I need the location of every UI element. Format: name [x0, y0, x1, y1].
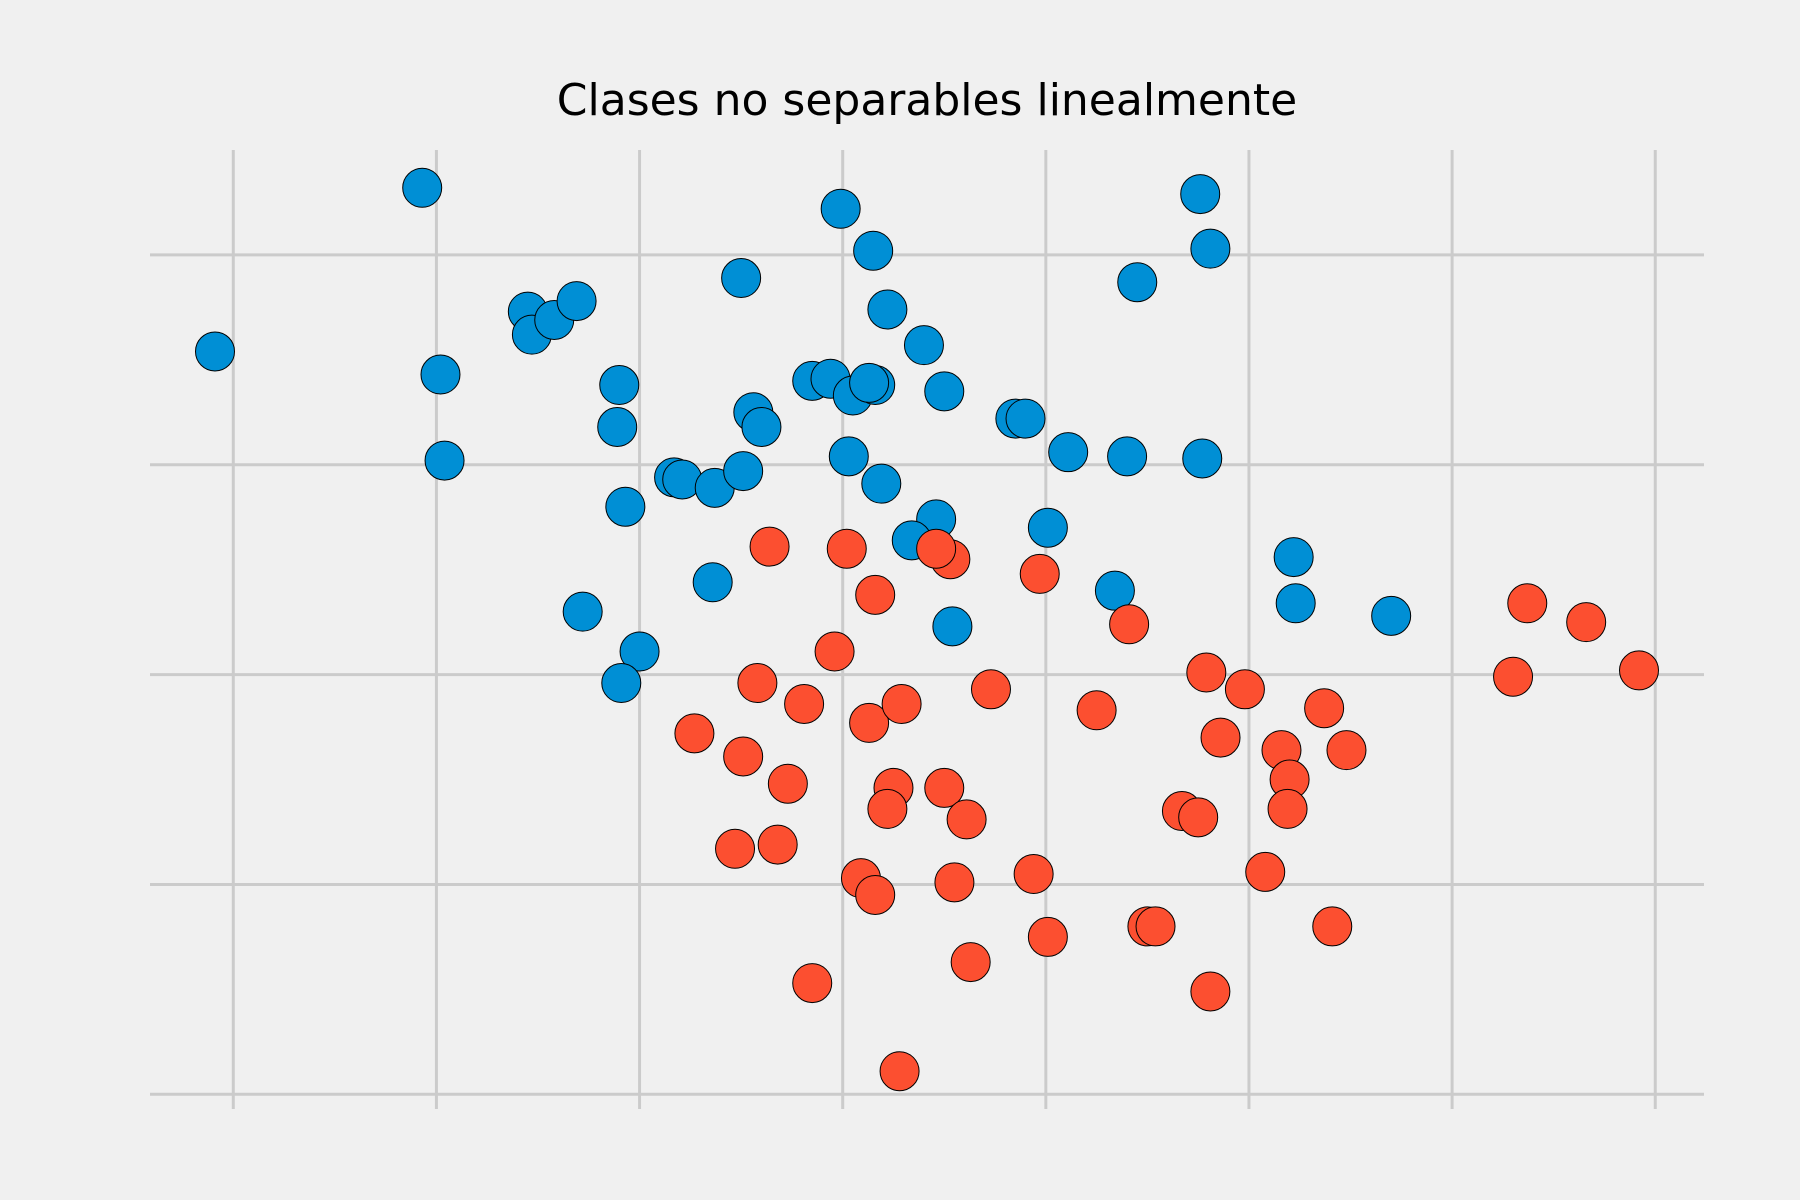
point	[820, 188, 861, 229]
point	[1190, 971, 1231, 1012]
point	[855, 874, 896, 915]
point	[1245, 851, 1286, 892]
point	[1094, 570, 1135, 611]
point	[674, 713, 715, 754]
point	[767, 763, 808, 804]
point	[721, 258, 762, 299]
point	[1371, 595, 1412, 636]
point	[599, 365, 640, 406]
point	[1190, 228, 1231, 269]
point	[692, 562, 733, 603]
point	[723, 451, 764, 492]
point	[1326, 730, 1367, 771]
point	[1566, 602, 1607, 643]
point	[855, 574, 896, 615]
point	[849, 362, 890, 403]
point	[605, 486, 646, 527]
point	[1005, 398, 1046, 439]
point	[934, 862, 975, 903]
point	[619, 631, 660, 672]
point	[1267, 788, 1308, 829]
point	[1076, 690, 1117, 731]
point	[1493, 656, 1534, 697]
point	[814, 631, 855, 672]
point	[932, 606, 973, 647]
point	[1507, 583, 1548, 624]
point	[741, 406, 782, 447]
point	[1019, 553, 1060, 594]
chart-title: Clases no separables linealmente	[557, 75, 1297, 126]
point	[1048, 432, 1089, 473]
point	[1200, 717, 1241, 758]
point	[1027, 507, 1068, 548]
point	[556, 281, 597, 322]
point	[424, 440, 465, 481]
point	[737, 663, 778, 704]
point	[792, 963, 833, 1004]
point	[1224, 669, 1265, 710]
point	[757, 824, 798, 865]
point	[946, 799, 987, 840]
point	[849, 702, 890, 743]
point	[881, 683, 922, 724]
point	[1178, 797, 1219, 838]
point	[597, 406, 638, 447]
point	[950, 942, 991, 983]
point	[970, 669, 1011, 710]
point	[1180, 174, 1221, 215]
point	[867, 788, 908, 829]
point	[828, 436, 869, 477]
point	[601, 663, 642, 704]
point	[867, 289, 908, 330]
point	[861, 463, 902, 504]
point	[715, 828, 756, 869]
point	[1117, 262, 1158, 303]
point	[1107, 436, 1148, 477]
point	[1275, 583, 1316, 624]
point	[826, 528, 867, 569]
point	[195, 331, 236, 372]
point	[402, 167, 443, 208]
point	[784, 683, 825, 724]
point	[1304, 688, 1345, 729]
point	[879, 1051, 920, 1092]
point	[1312, 906, 1353, 947]
point	[903, 325, 944, 366]
point	[1618, 650, 1659, 691]
point	[1186, 652, 1227, 693]
point	[1013, 853, 1054, 894]
point	[1182, 438, 1223, 479]
point	[853, 230, 894, 271]
point	[924, 767, 965, 808]
point	[924, 371, 965, 412]
point	[420, 354, 461, 395]
point	[562, 591, 603, 632]
point	[916, 528, 957, 569]
point	[1135, 906, 1176, 947]
point	[1027, 916, 1068, 957]
point	[723, 736, 764, 777]
point	[1273, 537, 1314, 578]
point	[1109, 604, 1150, 645]
point	[749, 526, 790, 567]
